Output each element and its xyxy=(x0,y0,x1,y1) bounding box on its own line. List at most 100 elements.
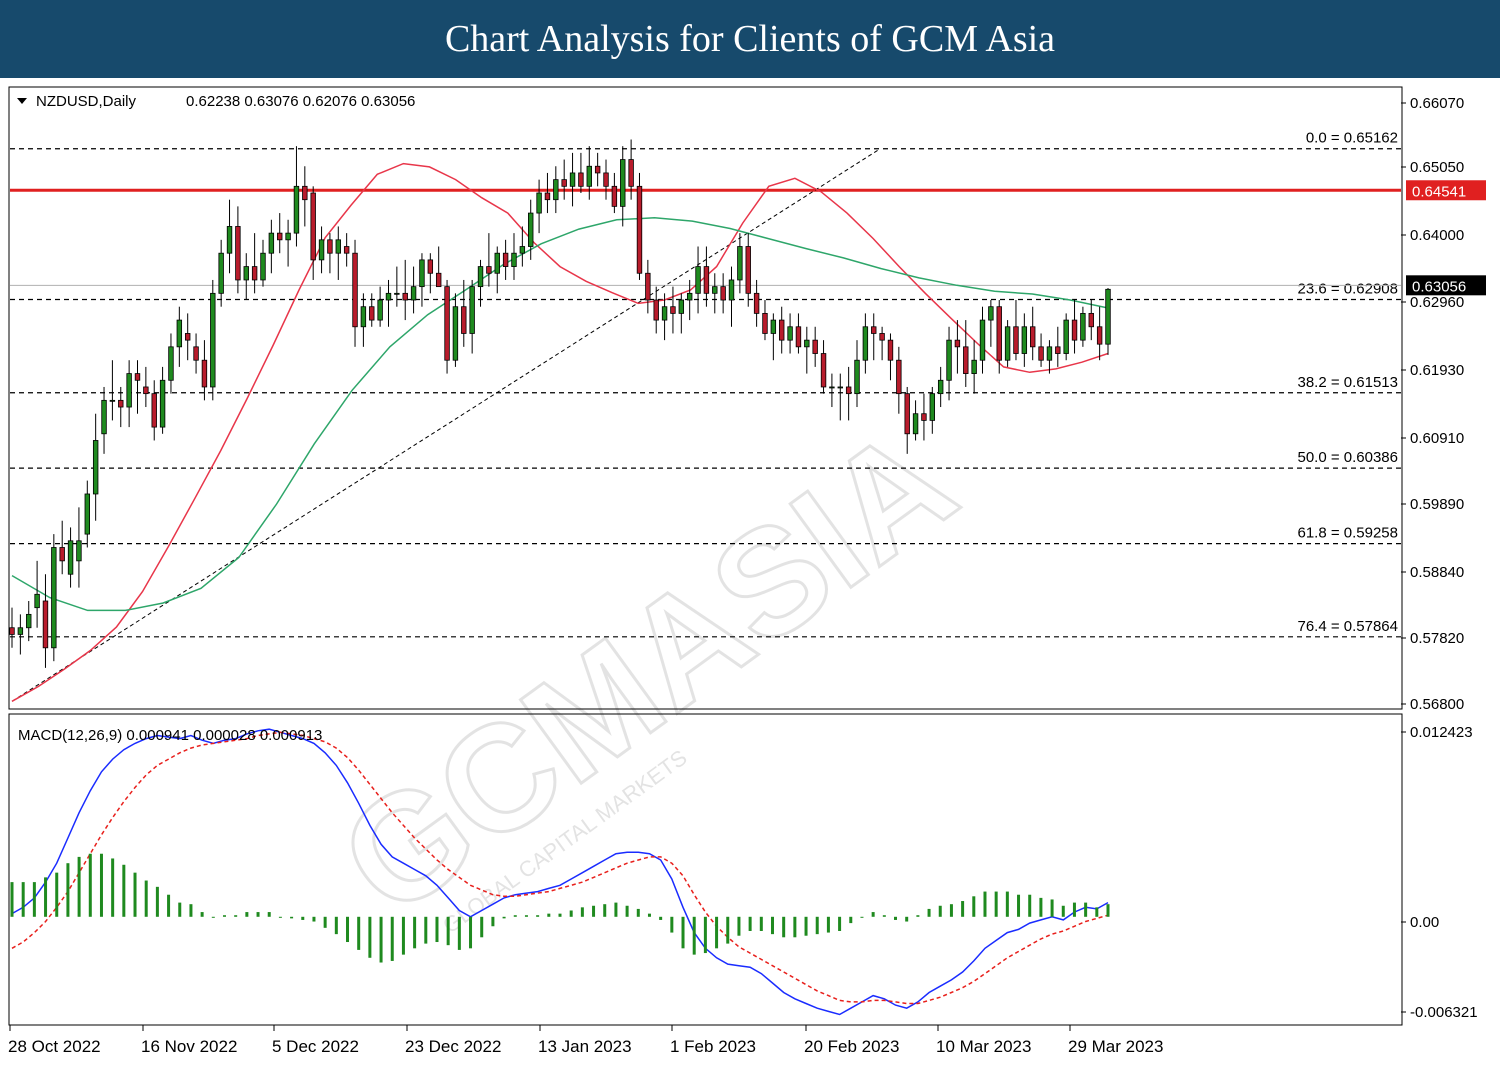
candle xyxy=(143,366,149,408)
macd-histogram-bar xyxy=(178,902,182,917)
candle xyxy=(820,340,827,394)
candle xyxy=(126,360,132,428)
candle xyxy=(235,206,241,294)
candle xyxy=(854,340,860,408)
price-panel-frame xyxy=(8,86,1403,710)
candle xyxy=(879,326,885,361)
candle-body xyxy=(226,226,233,254)
macd-histogram-bar xyxy=(111,858,115,917)
candle xyxy=(168,333,174,394)
symbol-label: NZDUSD,Daily xyxy=(36,93,137,110)
candle xyxy=(419,253,425,307)
candle-body xyxy=(578,172,584,187)
candle-body xyxy=(1013,326,1019,354)
macd-histogram-bar xyxy=(983,891,987,917)
candle xyxy=(703,246,710,307)
macd-histogram-bar xyxy=(659,916,663,920)
macd-signal-line xyxy=(11,731,1109,1005)
candle xyxy=(896,346,902,414)
candle xyxy=(42,574,49,668)
candle-body xyxy=(686,292,693,301)
macd-histogram-bar xyxy=(927,908,931,917)
candle-body xyxy=(126,373,132,408)
macd-histogram-bar xyxy=(569,910,573,917)
dropdown-triangle-icon[interactable] xyxy=(17,98,27,104)
candle xyxy=(402,259,408,321)
watermark-text: GCMASIA xyxy=(311,395,983,947)
candle xyxy=(435,246,442,288)
candle-body xyxy=(553,179,559,201)
macd-histogram-bar xyxy=(625,905,629,917)
candle-body xyxy=(176,319,183,348)
macd-histogram-bar xyxy=(189,904,193,917)
candle-body xyxy=(1055,346,1061,354)
candle-body xyxy=(636,185,643,274)
macd-histogram-bar xyxy=(603,904,607,917)
candle-body xyxy=(343,246,350,254)
candle-body xyxy=(787,326,793,341)
watermark: GCMASIA GLOBAL CAPITAL MARKETS xyxy=(310,393,985,948)
macd-y-tick-label: 0.00 xyxy=(1410,914,1439,931)
candle-body xyxy=(804,339,810,348)
candle xyxy=(17,614,24,655)
candle-body xyxy=(829,386,835,389)
macd-plot xyxy=(10,728,1110,1016)
candle-body xyxy=(277,232,283,241)
candle-body xyxy=(921,413,927,421)
candle xyxy=(302,166,308,227)
candle-body xyxy=(410,286,417,301)
candle-body xyxy=(603,172,609,187)
price-y-tick-label: 0.58840 xyxy=(1410,564,1464,581)
macd-histogram-bar xyxy=(894,916,898,920)
macd-histogram-bar xyxy=(838,916,842,931)
macd-histogram-bar xyxy=(390,916,394,961)
candle xyxy=(686,279,693,321)
candle-body xyxy=(569,172,576,187)
candle xyxy=(971,340,977,394)
candle-body xyxy=(544,192,551,201)
macd-histogram-bar xyxy=(122,864,126,917)
price-y-tick-label: 0.59890 xyxy=(1410,496,1464,513)
candle-body xyxy=(620,159,626,207)
candle xyxy=(159,366,166,434)
candle xyxy=(653,286,659,334)
last-price-tag xyxy=(1406,275,1486,296)
macd-histogram-bar xyxy=(748,916,752,931)
macd-histogram-bar xyxy=(1106,904,1110,917)
candle xyxy=(519,226,526,267)
candle xyxy=(728,266,735,327)
candle-body xyxy=(1080,312,1086,341)
candle xyxy=(1088,300,1094,341)
macd-histogram-bar xyxy=(44,877,48,917)
x-tick-label: 1 Feb 2023 xyxy=(670,1037,756,1056)
candle xyxy=(946,326,952,401)
candle-body xyxy=(17,627,24,635)
resistance-price-tag xyxy=(1406,180,1486,201)
macd-histogram-bar xyxy=(502,916,506,919)
candle-body xyxy=(360,306,367,328)
candle xyxy=(452,293,459,367)
candle-body xyxy=(377,299,383,321)
macd-line xyxy=(11,728,1109,1016)
candle xyxy=(770,313,777,361)
candle xyxy=(251,233,258,294)
chart-area: GCMASIA GLOBAL CAPITAL MARKETS 0.0 = 0.6… xyxy=(8,86,1486,1056)
fib-level-label: 76.4 = 0.57864 xyxy=(1297,618,1398,635)
candle-body xyxy=(1030,326,1036,348)
candle xyxy=(1004,320,1011,367)
candle-body xyxy=(519,246,526,254)
candle-body xyxy=(34,593,40,609)
macd-histogram-bar xyxy=(647,913,651,917)
candle xyxy=(369,293,375,327)
candle xyxy=(720,273,726,314)
candle xyxy=(335,226,341,280)
candle-body xyxy=(369,306,375,321)
macd-histogram-bar xyxy=(55,872,59,917)
candle xyxy=(486,233,492,287)
candle-body xyxy=(243,266,249,281)
macd-histogram-bar xyxy=(144,880,148,917)
last-price-label: 0.63056 xyxy=(1412,278,1466,295)
candle-body xyxy=(561,179,567,187)
macd-y-tick-label: 0.012423 xyxy=(1410,724,1473,741)
candle-body xyxy=(385,292,392,301)
